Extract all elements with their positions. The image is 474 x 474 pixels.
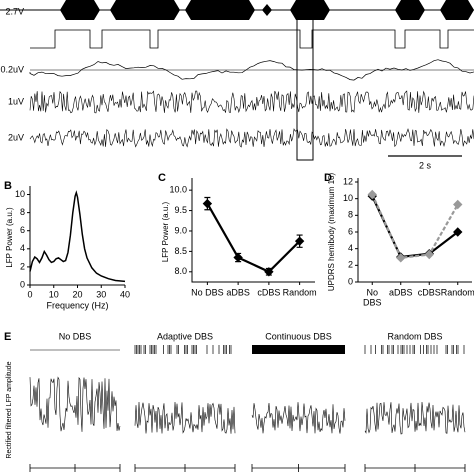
x-tick-label: cDBS [418, 287, 441, 297]
x-tick-label: cDBS [257, 287, 280, 297]
y-tick-label: 9.5 [174, 205, 187, 215]
y-tick-label: 0 [348, 276, 353, 286]
x-tick-label: Random [441, 287, 474, 297]
trace [29, 90, 474, 114]
y-tick-label: 8 [348, 210, 353, 220]
x-axis-label: Frequency (Hz) [46, 300, 108, 310]
panel-label: B [4, 180, 12, 192]
y-tick-label: 2 [20, 261, 25, 271]
y-tick-label: 8.0 [174, 266, 187, 276]
marker [264, 267, 274, 277]
scale-bar [364, 464, 466, 472]
panel-label: D [324, 172, 332, 184]
y-tick-label: 2 [348, 260, 353, 270]
stim-block [185, 0, 255, 20]
marker [453, 199, 463, 210]
x-tick-label: 20 [72, 289, 82, 299]
scale-bar [29, 464, 121, 472]
y-tick-label: 4 [348, 243, 353, 253]
trace [29, 128, 474, 148]
y-axis-label: LFP Power (a.u.) [5, 207, 14, 268]
y-axis-label: Rectified filtered LFP amplitude [6, 361, 13, 458]
axis [191, 178, 315, 283]
y-tick-label: 8 [20, 207, 25, 217]
panel-title: Adaptive DBS [157, 331, 213, 341]
y-tick-label: 9.0 [174, 225, 187, 235]
trace [29, 376, 121, 432]
trace-label: 1uV [8, 96, 24, 106]
marker [424, 249, 434, 260]
trace [29, 59, 474, 81]
x-tick-label: 10 [49, 289, 59, 299]
y-tick-label: 10.0 [169, 185, 187, 195]
x-tick-label: aDBS [389, 287, 413, 297]
stim-block [395, 0, 425, 20]
marker [294, 236, 305, 246]
y-tick-label: 6 [348, 226, 353, 236]
panel-label: C [158, 172, 166, 184]
series-line [29, 190, 126, 283]
marker [367, 189, 377, 200]
trace-label: 0.2uV [0, 64, 24, 74]
panel-title: No DBS [59, 331, 92, 341]
y-tick-label: 12 [343, 176, 353, 186]
stim-block [440, 0, 474, 20]
y-tick-label: 6 [20, 225, 25, 235]
x-tick-label: 40 [120, 289, 130, 299]
stim-block [110, 0, 180, 20]
series-line [206, 203, 301, 274]
stim-block [60, 0, 100, 20]
panel-label: E [4, 331, 11, 343]
panel-title: Random DBS [387, 331, 442, 341]
x-tick-label: Random [283, 287, 317, 297]
marker [202, 198, 213, 209]
y-axis-label: LFP Power (a.u.) [161, 202, 170, 263]
y-tick-label: 4 [20, 243, 25, 253]
scale-bar [251, 464, 346, 472]
trace [134, 401, 236, 434]
x-tick-label: aDBS [226, 287, 250, 297]
marker [453, 227, 463, 237]
stim-bar [252, 345, 345, 354]
y-tick-label: 10 [15, 189, 25, 199]
trace [30, 29, 474, 49]
scale-bar [134, 464, 236, 472]
marker [233, 252, 243, 263]
x-tick-label: DBS [363, 297, 382, 307]
trace-label: 2.7V [5, 6, 24, 16]
y-tick-label: 10 [343, 193, 353, 203]
y-axis-label: UPDRS hemibody (maximum 16) [327, 173, 336, 292]
scale-label: 2 s [419, 160, 432, 170]
trace-label: 2uV [8, 132, 24, 142]
x-tick-label: 30 [96, 289, 106, 299]
trace [251, 402, 346, 434]
series-line [371, 195, 459, 259]
x-tick-label: No [366, 287, 378, 297]
x-tick-label: No DBS [191, 287, 224, 297]
stim-block [290, 0, 330, 20]
stim-block [262, 4, 272, 16]
highlight-box [296, 0, 314, 161]
trace [364, 401, 466, 435]
panel-title: Continuous DBS [265, 331, 332, 341]
y-tick-label: 0 [20, 279, 25, 289]
marker [396, 253, 406, 263]
y-tick-label: 8.5 [174, 246, 187, 256]
x-tick-label: 0 [27, 289, 32, 299]
series-line [371, 194, 459, 259]
